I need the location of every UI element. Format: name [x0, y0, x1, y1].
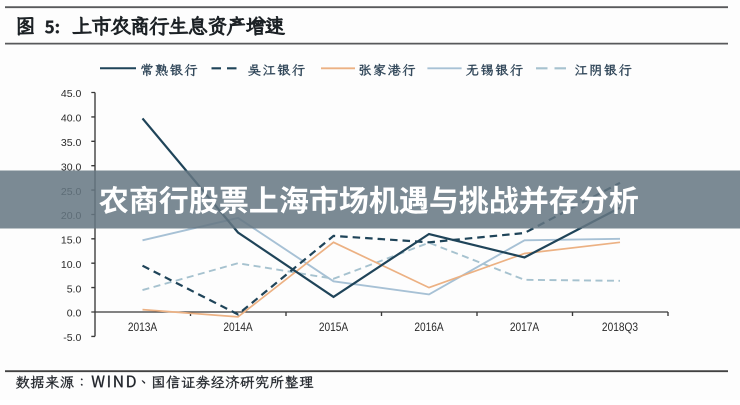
svg-text:10.0: 10.0	[61, 259, 82, 271]
svg-text:0.0: 0.0	[67, 308, 82, 320]
svg-text:40.0: 40.0	[61, 113, 82, 125]
svg-text:45.0: 45.0	[61, 88, 82, 100]
svg-text:30.0: 30.0	[61, 161, 82, 173]
svg-text:2018Q3: 2018Q3	[602, 321, 638, 334]
svg-text:2015A: 2015A	[319, 321, 349, 334]
svg-text:2013A: 2013A	[128, 321, 158, 334]
svg-text:-5.0: -5.0	[63, 332, 81, 344]
svg-text:2017A: 2017A	[510, 321, 540, 334]
svg-text:15.0: 15.0	[61, 235, 82, 247]
svg-text:2016A: 2016A	[414, 321, 444, 334]
svg-text:35.0: 35.0	[61, 137, 82, 149]
svg-text:5.0: 5.0	[67, 283, 82, 295]
svg-text:2014A: 2014A	[223, 321, 253, 334]
